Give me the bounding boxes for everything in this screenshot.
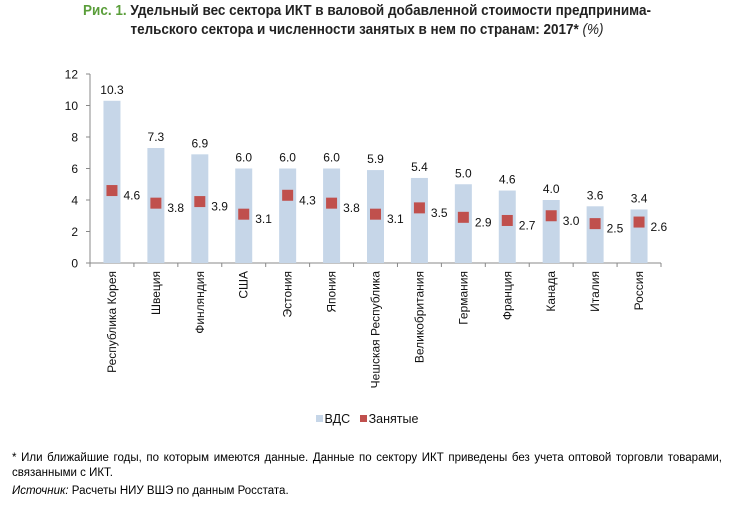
bar-value-label: 5.0 (455, 166, 472, 180)
y-tick-label: 6 (71, 162, 78, 176)
source-label: Источник: (12, 485, 69, 497)
marker-employed (282, 189, 294, 201)
marker-value-label: 2.9 (475, 215, 492, 229)
marker-value-label: 4.3 (299, 193, 316, 207)
y-tick-label: 8 (71, 131, 78, 145)
bar-vds (410, 177, 428, 263)
bar-vds (191, 154, 209, 263)
y-tick-label: 12 (65, 68, 79, 82)
x-category-label: Великобритания (412, 271, 426, 363)
y-tick-label: 0 (71, 257, 78, 271)
bar-vds (323, 168, 341, 263)
legend-item-vds: ВДС (315, 412, 351, 426)
marker-value-label: 3.1 (255, 212, 272, 226)
marker-value-label: 3.0 (563, 214, 580, 228)
bars-group: 10.3 7.3 6.9 6.0 6.0 6.0 5.9 5.4 5.0 4.6 4.0 3.6 3.4 (100, 83, 648, 264)
legend-swatch-vds (315, 415, 323, 422)
marker-value-label: 3.9 (211, 200, 228, 214)
chart-title: Рис. 1. Удельный вес сектора ИКТ в валов… (26, 2, 709, 40)
marker-value-label: 3.1 (387, 212, 404, 226)
x-category-label: Франция (500, 271, 514, 320)
marker-employed (545, 210, 557, 222)
x-category-label: Италия (588, 271, 602, 312)
source-note: Источник: Расчеты НИУ ВШЭ по данным Росс… (12, 485, 289, 497)
marker-employed (633, 216, 645, 228)
bar-value-label: 3.6 (587, 188, 604, 202)
bar-value-label: 3.4 (631, 191, 648, 205)
marker-value-label: 4.6 (123, 189, 140, 203)
marker-employed (413, 202, 425, 214)
marker-value-label: 3.5 (431, 206, 448, 220)
figure-label: Рис. 1. (83, 3, 127, 19)
bar-value-label: 10.3 (100, 83, 124, 97)
markers-group: 4.6 3.8 3.9 3.1 4.3 3.8 3.1 3.5 2.9 2.7 3.0 2.5 2.6 (106, 185, 668, 236)
y-tick-label: 2 (71, 225, 78, 239)
marker-employed (194, 196, 206, 208)
bar-value-label: 6.0 (279, 151, 296, 165)
bar-value-label: 6.0 (235, 151, 252, 165)
marker-employed (238, 208, 250, 220)
marker-employed (370, 208, 381, 220)
marker-employed (501, 214, 513, 226)
marker-employed (589, 218, 601, 230)
footnote: * Или ближайшие годы, по которым имеются… (12, 452, 722, 479)
legend: ВДС Занятые (0, 412, 734, 426)
bar-vds (498, 190, 516, 263)
x-category-label: Япония (325, 271, 339, 313)
title-line-2: тельского сектора и численности занятых … (130, 22, 579, 38)
x-category-label: Канада (544, 271, 558, 312)
bar-value-label: 6.9 (191, 136, 208, 150)
x-category-label: США (237, 271, 251, 299)
title-unit: (%) (582, 22, 604, 38)
bar-value-label: 5.4 (411, 160, 428, 174)
marker-employed (326, 197, 338, 209)
x-category-label: Республика Корея (105, 271, 119, 373)
legend-item-employed: Занятые (359, 412, 419, 426)
x-category-label: Чешская Республика (369, 271, 383, 389)
legend-swatch-employed (359, 415, 367, 422)
legend-label-employed: Занятые (368, 412, 419, 426)
x-category-label: Германия (456, 271, 470, 325)
y-tick-label: 10 (65, 99, 79, 113)
marker-value-label: 3.8 (167, 201, 184, 215)
marker-value-label: 3.8 (343, 201, 360, 215)
chart-svg: 0 2 4 6 8 10 12 10.3 7.3 6.9 6.0 6.0 6.0 5.9 5.4 5.0 4.… (65, 68, 668, 389)
y-tick-label: 4 (71, 194, 78, 208)
bar-vds (542, 200, 560, 263)
x-category-label: Финляндия (193, 271, 207, 334)
marker-employed (150, 197, 162, 209)
bar-vds (586, 206, 604, 263)
bar-vds (279, 168, 297, 263)
bar-value-label: 4.6 (499, 173, 516, 187)
bar-value-label: 5.9 (367, 152, 384, 166)
x-category-label: Эстония (281, 271, 295, 318)
bar-value-label: 4.0 (543, 182, 560, 196)
bar-vds (454, 184, 472, 263)
source-text: Расчеты НИУ ВШЭ по данным Росстата. (68, 485, 289, 497)
legend-label-vds: ВДС (324, 412, 351, 426)
marker-employed (457, 211, 469, 223)
x-category-label: Швеция (149, 271, 163, 315)
x-category-label: Россия (632, 271, 646, 310)
bar-value-label: 6.0 (323, 151, 340, 165)
marker-employed (106, 185, 118, 197)
marker-value-label: 2.5 (607, 222, 624, 236)
bar-value-label: 7.3 (148, 130, 165, 144)
x-labels-group: Республика Корея Швеция Финляндия США Эстони… (105, 271, 646, 389)
bar-vds (103, 100, 121, 264)
marker-value-label: 2.7 (519, 218, 536, 232)
title-line-1: Удельный вес сектора ИКТ в валовой добав… (130, 3, 651, 19)
marker-value-label: 2.6 (651, 220, 668, 234)
axes: 0 2 4 6 8 10 12 (65, 68, 662, 271)
